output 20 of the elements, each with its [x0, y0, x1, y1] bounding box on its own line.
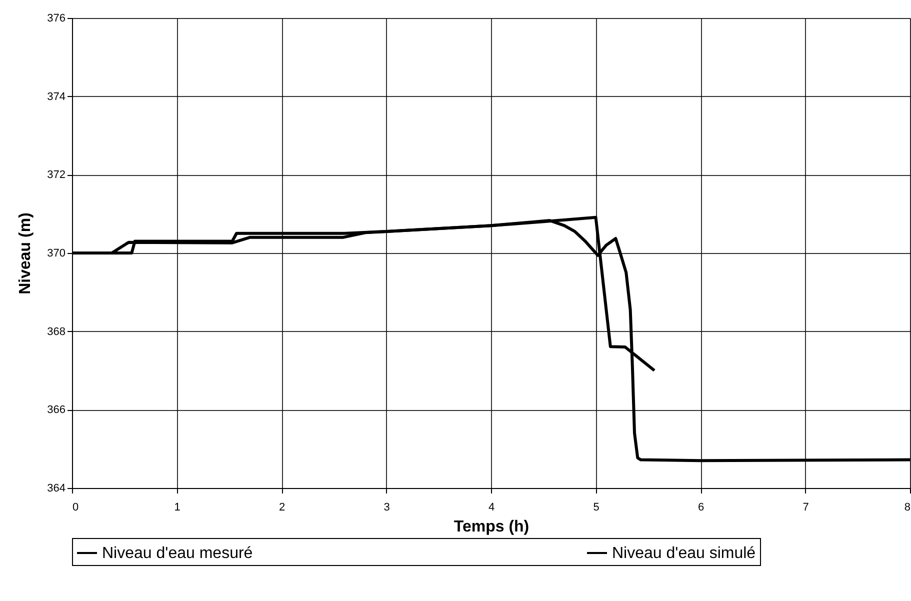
y-tick-label: 376 — [47, 12, 66, 24]
y-axis-title: Niveau (m) — [17, 212, 34, 294]
x-tick-label: 5 — [593, 502, 600, 514]
y-tick-label: 364 — [47, 482, 66, 494]
legend-label: Niveau d'eau mesuré — [102, 545, 253, 562]
y-tick-label: 374 — [47, 90, 66, 103]
x-tick-label: 1 — [174, 502, 180, 514]
x-tick-label: 3 — [384, 502, 390, 514]
y-tick-label: 366 — [47, 404, 66, 416]
x-tick-label: 8 — [904, 502, 910, 514]
x-tick-label: 2 — [278, 502, 286, 514]
x-tick-label: 7 — [802, 502, 809, 514]
x-tick-label: 0 — [72, 502, 79, 514]
y-tick-label: 368 — [47, 326, 66, 338]
x-tick-label: 6 — [698, 502, 704, 514]
y-tick-label: 372 — [47, 169, 66, 182]
y-tick-label: 370 — [47, 248, 66, 260]
x-tick-label: 4 — [488, 502, 495, 514]
legend-label: Niveau d'eau simulé — [612, 545, 756, 562]
x-axis-title: Temps (h) — [454, 518, 530, 536]
